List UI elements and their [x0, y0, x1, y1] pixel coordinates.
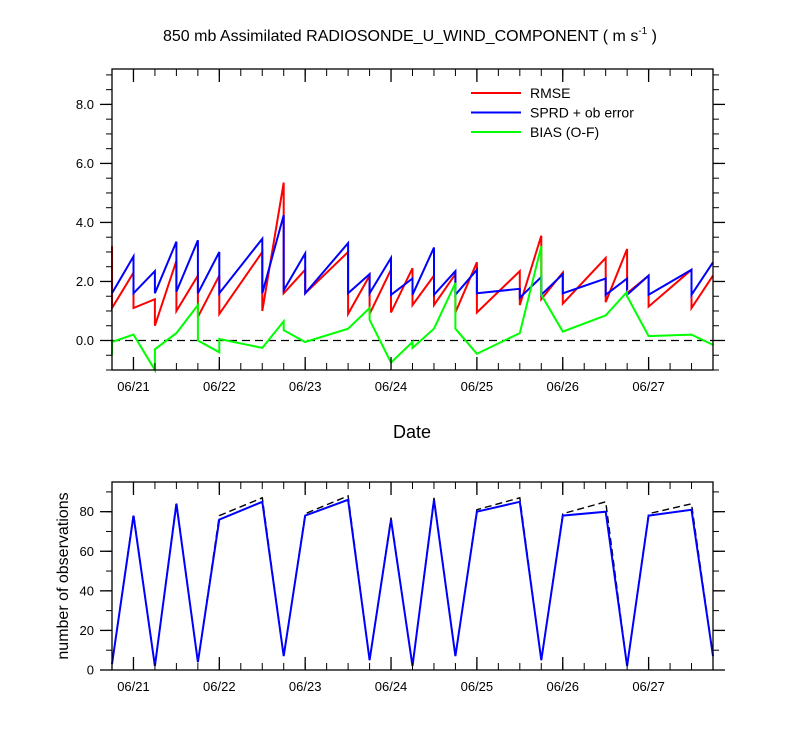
x-tick-label: 06/26 — [546, 679, 579, 694]
y-tick-label: 80 — [80, 504, 94, 519]
y-tick-label: 2.0 — [76, 274, 94, 289]
x-tick-label: 06/27 — [632, 679, 665, 694]
legend-label-bias-o-f: BIAS (O-F) — [530, 124, 599, 140]
x-tick-label: 06/21 — [117, 679, 150, 694]
y-axis-label-observations: number of observations — [55, 492, 72, 659]
series-line-assimilated — [111, 498, 714, 667]
top-chart: 06/21 06/22 06/23 06/24 06/25 06/26 06/27 0.0 2.… — [76, 68, 725, 394]
chart-title: 850 mb Assimilated RADIOSONDE_U_WIND_COM… — [163, 26, 657, 45]
bottom-chart: 06/21 06/22 06/23 06/24 06/25 06/26 06/27 0 20 40… — [80, 481, 725, 694]
x-tick-label: 06/25 — [461, 379, 494, 394]
y-tick-label: 0.0 — [76, 333, 94, 348]
x-tick-label: 06/25 — [461, 679, 494, 694]
y-tick-label: 4.0 — [76, 215, 94, 230]
series-line-rmse — [111, 182, 714, 327]
y-tick-label: 40 — [80, 583, 94, 598]
legend-label-rmse: RMSE — [530, 85, 570, 101]
x-tick-label: 06/24 — [375, 679, 408, 694]
series-line-bias-o-f — [111, 245, 714, 374]
legend-label-sprd-ob-error: SPRD + ob error — [530, 105, 634, 121]
series-line-sprd-ob-error — [111, 214, 714, 301]
x-axis-label: Date — [393, 422, 431, 442]
x-tick-label: 06/27 — [632, 379, 665, 394]
y-tick-label: 60 — [80, 544, 94, 559]
y-tick-label: 0 — [87, 663, 94, 678]
x-tick-label: 06/23 — [289, 379, 322, 394]
x-tick-label: 06/22 — [203, 379, 236, 394]
y-tick-label: 8.0 — [76, 97, 94, 112]
x-tick-label: 06/26 — [546, 379, 579, 394]
x-tick-label: 06/23 — [289, 679, 322, 694]
x-tick-label: 06/22 — [203, 679, 236, 694]
y-tick-label: 6.0 — [76, 156, 94, 171]
x-tick-label: 06/24 — [375, 379, 408, 394]
x-tick-label: 06/21 — [117, 379, 150, 394]
y-tick-label: 20 — [80, 623, 94, 638]
